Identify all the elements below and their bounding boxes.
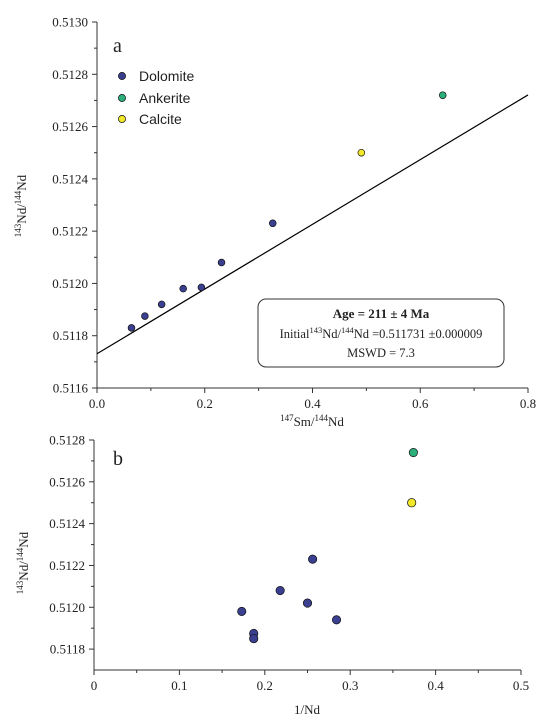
panel-a-point-calcite	[357, 148, 366, 157]
panel-b-point-dolomite	[237, 606, 247, 617]
annotation-mswd: MSWD = 7.3	[347, 346, 415, 360]
isochron-annotation: Age = 211 ± 4 Ma Initial143Nd/144Nd =0.5…	[257, 298, 505, 368]
panel-b-y-tick-label: 0.5124	[49, 516, 85, 531]
panel-b-point-dolomite	[302, 598, 313, 608]
panel-a-points	[127, 91, 447, 332]
legend-marker-calcite	[118, 115, 126, 123]
panel-a-x-tick-label: 0.8	[520, 396, 536, 411]
panel-b-y-tick-label: 0.5122	[49, 558, 85, 573]
panel-b-x-tick-label: 0.3	[342, 678, 358, 693]
legend: Dolomite Ankerite Calcite	[118, 68, 194, 127]
annotation-box	[257, 298, 505, 368]
panel-b-point-dolomite	[331, 615, 342, 625]
panel-b-axes	[93, 440, 521, 671]
panel-b-point-calcite	[407, 498, 417, 508]
panel-b-y-axis-title: 143Nd/144Nd	[15, 531, 31, 594]
panel-a-point-dolomite	[197, 283, 206, 292]
legend-label-dolomite: Dolomite	[139, 68, 194, 84]
panel-a-y-tick-label: 0.5126	[52, 119, 88, 134]
panel-a-point-dolomite	[217, 258, 226, 267]
panel-a-x-tick-label: 0.0	[89, 396, 105, 411]
panel-b-point-ankerite	[408, 447, 418, 458]
panel-a: 0.0 0.2 0.4 0.6 0.8 0.5116 0.5118 0.5120 0.5122 0…	[13, 15, 536, 430]
annotation-initial: Initial143Nd/144Nd =0.511731 ±0.000009	[280, 325, 483, 341]
panel-a-x-tick-label: 0.6	[412, 396, 429, 411]
legend-label-ankerite: Ankerite	[139, 90, 191, 106]
panel-a-x-axis-title: 147Sm/144Nd	[280, 413, 344, 429]
legend-label-calcite: Calcite	[139, 111, 182, 127]
isochron-line	[96, 94, 529, 355]
panel-a-point-dolomite	[179, 284, 187, 293]
panel-b-ticks: 0 0.1 0.2 0.3 0.4 0.5 0.5118 0.5120 0.5122 0.5124…	[49, 433, 529, 694]
panel-a-label: a	[113, 35, 122, 57]
annotation-age: Age = 211 ± 4 Ma	[333, 306, 430, 321]
panel-b-point-dolomite	[249, 634, 259, 644]
panel-a-y-axis-title: 143Nd/144Nd	[13, 174, 29, 237]
legend-marker-ankerite	[118, 94, 126, 102]
panel-b-x-tick-label: 0.1	[171, 678, 187, 693]
panel-b-label: b	[113, 448, 123, 470]
panel-a-y-tick-label: 0.5128	[52, 67, 88, 82]
legend-marker-dolomite	[118, 72, 126, 80]
panel-b-x-tick-label: 0.5	[513, 678, 529, 693]
panel-a-y-tick-label: 0.5116	[53, 381, 89, 396]
panel-b-y-tick-label: 0.5128	[49, 433, 85, 448]
panel-b-points	[237, 447, 418, 644]
panel-b-x-tick-label: 0	[91, 678, 98, 693]
panel-b-point-dolomite	[308, 554, 318, 564]
panel-b: 0 0.1 0.2 0.3 0.4 0.5 0.5118 0.5120 0.5122 0.5124…	[15, 433, 529, 718]
panel-a-point-dolomite	[157, 300, 166, 309]
panel-a-isochron-layer	[96, 94, 529, 355]
panel-a-x-tick-label: 0.4	[304, 396, 321, 411]
panel-a-point-dolomite	[141, 312, 149, 320]
panel-a-x-tick-label: 0.2	[197, 396, 213, 411]
panel-b-x-tick-label: 0.4	[427, 678, 444, 693]
panel-a-ticks: 0.0 0.2 0.4 0.6 0.8 0.5116 0.5118 0.5120 0.5122 0…	[52, 15, 536, 412]
panel-a-y-tick-label: 0.5130	[52, 15, 88, 30]
panel-a-point-dolomite	[127, 324, 136, 332]
panel-b-y-tick-label: 0.5126	[49, 474, 85, 489]
panel-b-point-dolomite	[275, 585, 285, 596]
panel-a-y-tick-label: 0.5118	[53, 328, 88, 343]
panel-b-y-tick-label: 0.5118	[50, 642, 85, 657]
panel-a-y-tick-label: 0.5120	[52, 276, 88, 291]
panel-a-y-tick-label: 0.5124	[52, 171, 88, 186]
panel-b-x-axis-title: 1/Nd	[294, 702, 321, 717]
panel-b-x-tick-label: 0.2	[257, 678, 273, 693]
panel-a-point-ankerite	[439, 91, 447, 99]
panel-b-y-tick-label: 0.5120	[49, 600, 85, 615]
panel-a-point-dolomite	[269, 219, 277, 228]
panel-a-y-tick-label: 0.5122	[52, 224, 88, 239]
